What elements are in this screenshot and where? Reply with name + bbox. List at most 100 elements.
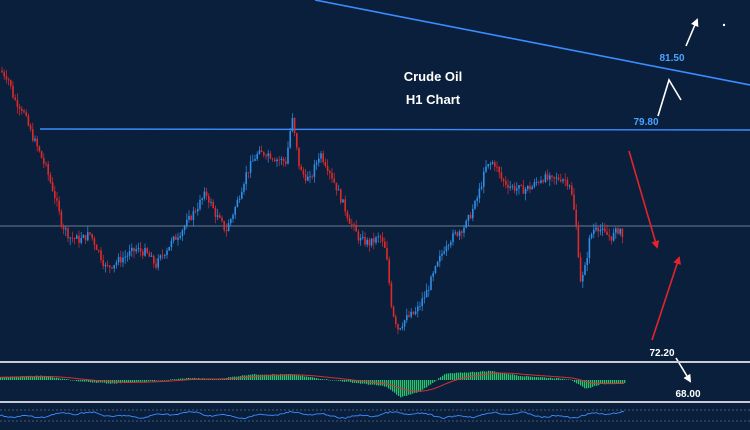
candle-117 [258, 150, 261, 154]
candle-28 [62, 226, 65, 230]
candle-280 [617, 228, 619, 234]
candle-84 [186, 219, 188, 227]
candle-208 [458, 231, 461, 236]
histogram-bar [460, 372, 462, 380]
histogram-bar [148, 380, 150, 382]
candle-178 [392, 306, 395, 317]
histogram-bar [408, 380, 410, 395]
candle-277 [610, 236, 613, 241]
candle-49 [109, 265, 111, 268]
histogram-bar [514, 374, 516, 380]
histogram-bar [404, 380, 406, 396]
candle-259 [571, 185, 573, 195]
histogram-bar [280, 374, 282, 380]
descending-trendline [314, 0, 750, 86]
histogram-bar [292, 374, 294, 380]
candle-8 [18, 106, 21, 109]
histogram-bar [120, 380, 122, 384]
candle-276 [608, 234, 610, 237]
candle-97 [214, 207, 217, 217]
candle-31 [69, 237, 71, 239]
candle-1 [3, 72, 5, 77]
candle-194 [428, 290, 430, 291]
candle-164 [362, 236, 364, 239]
candle-253 [557, 177, 560, 180]
histogram-bar [316, 378, 318, 380]
candle-26 [58, 200, 60, 212]
histogram-bar [188, 377, 190, 380]
candle-128 [282, 158, 285, 162]
histogram-bar [346, 380, 348, 382]
candle-130 [287, 147, 289, 164]
candle-240 [529, 185, 531, 190]
candle-99 [219, 215, 221, 218]
candle-50 [111, 267, 113, 269]
chart-subtitle: H1 Chart [406, 92, 461, 107]
histogram-bar [434, 380, 436, 382]
candle-4 [10, 79, 12, 86]
candle-13 [29, 125, 32, 130]
candle-248 [546, 174, 549, 180]
candle-106 [234, 207, 236, 215]
candle-218 [480, 186, 483, 189]
histogram-bar [382, 380, 384, 386]
red-up-arrow [651, 256, 681, 341]
candle-231 [509, 186, 511, 188]
histogram-bar [282, 374, 284, 380]
histogram-bar [58, 378, 60, 380]
histogram-bar [124, 380, 126, 384]
candle-123 [271, 158, 274, 160]
histogram-bar [186, 378, 188, 380]
histogram-bar [446, 373, 448, 380]
candle-27 [60, 211, 63, 227]
histogram-bar [152, 380, 154, 382]
candle-115 [254, 158, 256, 161]
candle-156 [344, 199, 346, 212]
candle-121 [267, 153, 269, 157]
histogram-bar [416, 380, 418, 393]
histogram-bar [428, 380, 430, 386]
histogram-bar [622, 380, 624, 384]
histogram-bar [610, 380, 612, 385]
candle-138 [304, 174, 307, 181]
histogram-bar [606, 380, 608, 384]
histogram-bar [590, 380, 592, 388]
candle-53 [117, 256, 120, 263]
candle-96 [212, 201, 214, 208]
histogram-bar [32, 376, 34, 380]
candle-133 [293, 117, 296, 134]
candle-166 [366, 239, 368, 245]
candle-243 [535, 182, 538, 183]
candle-127 [280, 158, 283, 160]
candle-108 [238, 198, 241, 200]
histogram-bar [324, 379, 326, 380]
candle-189 [417, 306, 419, 312]
histogram-bar [150, 380, 152, 381]
histogram-bar [330, 380, 332, 381]
candle-263 [579, 257, 582, 282]
candle-251 [553, 176, 555, 179]
candle-239 [527, 185, 529, 190]
histogram-bar [444, 374, 446, 380]
candlestick-series [1, 66, 624, 335]
histogram-bar [406, 380, 408, 396]
candle-225 [496, 166, 498, 168]
histogram-bar [16, 376, 18, 380]
histogram-bar [582, 380, 584, 387]
histogram-bar [254, 374, 256, 380]
histogram-bar [532, 376, 534, 380]
histogram-bar [414, 380, 416, 393]
candle-270 [595, 227, 597, 230]
candle-182 [401, 326, 404, 329]
candle-267 [588, 237, 591, 259]
candle-17 [38, 146, 41, 152]
candle-147 [324, 161, 327, 167]
histogram-bar [362, 380, 364, 384]
candle-199 [439, 255, 441, 262]
candle-216 [476, 198, 478, 202]
histogram-bar [60, 378, 62, 380]
candle-257 [566, 179, 569, 186]
candle-273 [601, 228, 604, 230]
histogram-bar [502, 373, 504, 380]
